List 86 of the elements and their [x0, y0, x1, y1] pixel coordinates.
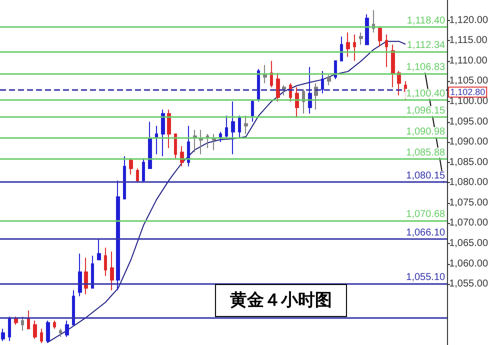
candlestick — [174, 133, 177, 159]
y-tick-label: 1,060.00 — [449, 258, 488, 270]
candlestick — [97, 238, 101, 260]
candlestick — [238, 115, 241, 138]
ref-line-label: 1,118.40 — [406, 15, 446, 26]
ref-line-label: 1,090.98 — [406, 126, 446, 138]
ref-line-label: 1,096.15 — [406, 106, 446, 117]
candlestick — [72, 290, 75, 326]
y-tick-label: 1,070.00 — [449, 218, 488, 229]
candlestick — [302, 88, 305, 114]
candlestick — [219, 131, 222, 143]
candlestick — [123, 156, 126, 200]
candlestick — [289, 82, 292, 102]
candlestick — [65, 320, 69, 338]
candlestick — [91, 255, 94, 289]
candlestick — [353, 34, 356, 62]
y-tick-label: 1,085.00 — [449, 156, 488, 168]
candlestick — [397, 70, 401, 96]
candlestick — [270, 60, 273, 88]
candlestick — [391, 44, 395, 88]
candlestick — [167, 109, 171, 149]
ref-line-label: 1,102.80 — [450, 87, 486, 98]
line-series — [47, 40, 406, 343]
annotation: 黄金４小时图 — [229, 290, 332, 310]
y-tick-label: 1,080.00 — [449, 177, 488, 188]
candlestick — [84, 257, 88, 295]
candlestick — [27, 310, 30, 330]
candlestick — [1, 328, 5, 342]
candlestick — [148, 121, 152, 169]
candlestick — [59, 328, 62, 338]
candlestick — [8, 316, 11, 342]
y-tick-label: 1,055.00 — [449, 278, 488, 290]
candlestick — [365, 14, 369, 46]
candlestick — [257, 68, 260, 102]
ref-line-label: 1,066.10 — [406, 228, 446, 239]
y-tick-label: 1,065.00 — [449, 238, 488, 250]
y-tick-label: 1,105.00 — [449, 76, 488, 87]
y-tick-label: 1,120.00 — [449, 14, 488, 26]
ref-line-label: 1,112.34 — [406, 40, 446, 51]
ref-line-label: 1,070.68 — [406, 208, 446, 220]
candlestick — [21, 316, 24, 332]
candlestick — [276, 72, 280, 102]
candlestick — [334, 60, 337, 80]
candlestick — [359, 32, 363, 46]
candlestick — [110, 251, 114, 291]
candlestick — [295, 86, 299, 118]
candlestick — [187, 125, 190, 167]
candlestick — [282, 84, 286, 96]
candlestick — [78, 253, 82, 297]
candlestick — [231, 100, 235, 155]
candlestick — [104, 247, 107, 276]
candlestick — [314, 82, 318, 110]
candlestick — [142, 158, 145, 184]
candlestick — [193, 129, 197, 153]
ref-line-label: 1,100.40 — [406, 88, 446, 100]
candlestick — [244, 115, 248, 134]
candlestick — [340, 36, 343, 62]
candlestick — [206, 133, 209, 149]
candlestick — [33, 320, 37, 340]
candlestick — [53, 320, 56, 330]
y-tick-label: 1,110.00 — [449, 55, 488, 66]
y-tick-label: 1,090.00 — [449, 136, 488, 148]
candlestick — [263, 64, 267, 84]
candlestick — [116, 180, 120, 291]
candlestick — [40, 328, 43, 344]
candlestick — [129, 158, 133, 176]
candlestick — [308, 66, 312, 114]
candlestick — [136, 168, 139, 184]
ref-line-label: 1,106.83 — [406, 62, 446, 74]
candlestick — [225, 115, 228, 138]
ref-line-label: 1,080.15 — [406, 170, 446, 182]
candlestick — [385, 34, 388, 68]
y-tick-label: 1,095.00 — [449, 116, 488, 128]
ref-line-label: 1,085.88 — [406, 147, 446, 158]
candlestick — [161, 109, 165, 157]
y-tick-label: 1,115.00 — [449, 35, 488, 46]
candlestick — [346, 32, 350, 58]
candlestick — [199, 129, 203, 155]
candlestick — [321, 70, 324, 94]
candlestick — [327, 74, 331, 86]
candlestick — [155, 125, 158, 155]
candlestick — [46, 320, 50, 344]
y-tick-label: 1,075.00 — [449, 197, 488, 208]
candlestick — [378, 26, 382, 48]
candlestick — [251, 98, 254, 122]
ref-line-label: 1,055.10 — [406, 272, 446, 284]
